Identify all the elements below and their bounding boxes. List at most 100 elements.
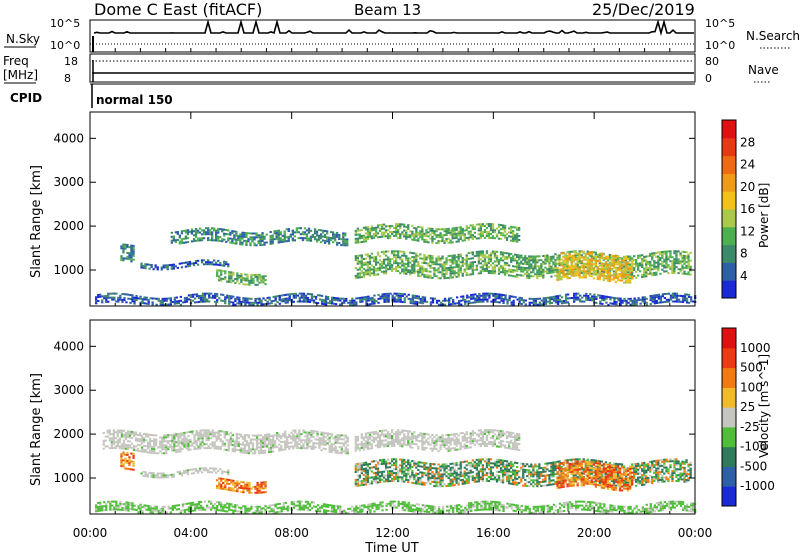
- power-echo-cell: [405, 225, 408, 228]
- velocity-echo-cell: [314, 442, 317, 445]
- power-echo-cell: [130, 248, 133, 251]
- velocity-echo-cell: [124, 437, 128, 440]
- power-echo-cell: [554, 295, 558, 298]
- power-echo-cell: [405, 263, 408, 265]
- power-echo-cell: [491, 262, 495, 265]
- velocity-echo-cell: [142, 440, 146, 443]
- power-echo-cell: [211, 227, 214, 230]
- power-echo-cell: [188, 230, 192, 233]
- velocity-echo-cell: [334, 449, 337, 452]
- power-echo-cell: [238, 296, 241, 299]
- power-echo-cell: [645, 261, 648, 264]
- power-echo-cell: [196, 263, 200, 266]
- power-echo-cell: [257, 234, 260, 237]
- power-echo-cell: [174, 231, 177, 234]
- power-echo-cell: [643, 269, 646, 272]
- power-echo-cell: [584, 266, 587, 269]
- velocity-echo-cell: [286, 444, 289, 447]
- power-echo-cell: [459, 234, 462, 237]
- power-echo-cell: [641, 276, 644, 278]
- velocity-echo-cell: [374, 475, 378, 478]
- velocity-echo-cell: [120, 429, 124, 432]
- power-echo-cell: [173, 298, 176, 301]
- power-echo-cell: [413, 272, 416, 275]
- power-echo-cell: [254, 275, 257, 278]
- power-echo-cell: [176, 231, 179, 233]
- power-echo-cell: [122, 245, 125, 248]
- velocity-echo-cell: [389, 437, 392, 440]
- power-echo-cell: [675, 252, 678, 255]
- power-echo-cell: [483, 270, 487, 272]
- power-echo-cell: [338, 234, 341, 237]
- velocity-echo-cell: [461, 439, 464, 442]
- power-echo-cell: [562, 262, 565, 265]
- velocity-echo-cell: [366, 463, 370, 466]
- velocity-echo-cell: [326, 442, 329, 445]
- velocity-echo-cell: [296, 441, 299, 444]
- velocity-echo-cell: [439, 446, 442, 449]
- velocity-echo-cell: [437, 436, 440, 439]
- power-echo-cell: [609, 302, 612, 305]
- power-echo-cell: [433, 273, 436, 276]
- power-echo-cell: [645, 301, 648, 304]
- power-echo-cell: [131, 298, 134, 301]
- velocity-echo-cell: [455, 440, 458, 443]
- velocity-echo-cell: [366, 448, 370, 450]
- power-echo-cell: [574, 250, 577, 253]
- power-echo-cell: [468, 302, 471, 305]
- velocity-echo-cell: [344, 450, 347, 453]
- velocity-echo-cell: [247, 450, 251, 453]
- power-echo-cell: [467, 238, 470, 241]
- power-echo-cell: [277, 237, 280, 240]
- power-echo-cell: [544, 254, 547, 257]
- power-colorbar-tick: 4: [740, 269, 748, 283]
- velocity-echo-cell: [364, 471, 368, 474]
- velocity-echo-cell: [455, 444, 458, 447]
- velocity-echo-cell: [405, 437, 408, 440]
- power-echo-cell: [501, 255, 505, 258]
- power-echo-cell: [423, 238, 426, 241]
- velocity-echo-cell: [378, 477, 382, 480]
- power-echo-cell: [405, 268, 408, 271]
- velocity-echo-cell: [334, 439, 337, 442]
- power-echo-cell: [485, 232, 489, 235]
- power-echo-cell: [493, 272, 497, 275]
- power-echo-cell: [552, 297, 556, 300]
- power-echo-cell: [427, 254, 430, 257]
- power-echo-cell: [249, 242, 252, 245]
- power-echo-cell: [572, 251, 575, 253]
- power-echo-cell: [313, 238, 317, 241]
- velocity-echo-cell: [469, 446, 472, 449]
- velocity-echo-cell: [118, 429, 121, 432]
- power-echo-cell: [536, 265, 539, 268]
- power-echo-cell: [223, 262, 226, 265]
- velocity-echo-cell: [332, 443, 335, 446]
- power-echo-cell: [484, 296, 487, 299]
- power-echo-cell: [574, 268, 577, 271]
- power-echo-cell: [451, 229, 454, 232]
- power-echo-cell: [542, 268, 545, 271]
- power-echo-cell: [132, 246, 135, 249]
- power-echo-cell: [653, 260, 656, 263]
- velocity-echo-cell: [187, 439, 190, 442]
- power-echo-cell: [489, 260, 493, 263]
- velocity-echo-cell: [499, 444, 503, 446]
- power-echo-cell: [459, 236, 462, 239]
- power-echo-cell: [284, 293, 287, 296]
- power-echo-cell: [409, 300, 412, 303]
- power-echo-cell: [382, 233, 386, 236]
- power-echo-cell: [669, 260, 672, 263]
- power-echo-cell: [602, 269, 605, 272]
- power-echo-cell: [269, 235, 272, 237]
- velocity-echo-cell: [126, 440, 130, 443]
- velocity-echo-cell: [179, 446, 182, 449]
- velocity-echo-cell: [387, 431, 390, 434]
- power-echo-cell: [437, 303, 441, 306]
- power-echo-cell: [368, 255, 372, 257]
- velocity-echo-cell: [145, 439, 148, 442]
- power-echo-cell: [526, 263, 529, 266]
- velocity-echo-cell: [344, 442, 347, 445]
- nsearch-label: N.Search: [746, 29, 800, 43]
- power-echo-cell: [564, 297, 568, 300]
- velocity-echo-cell: [199, 429, 202, 432]
